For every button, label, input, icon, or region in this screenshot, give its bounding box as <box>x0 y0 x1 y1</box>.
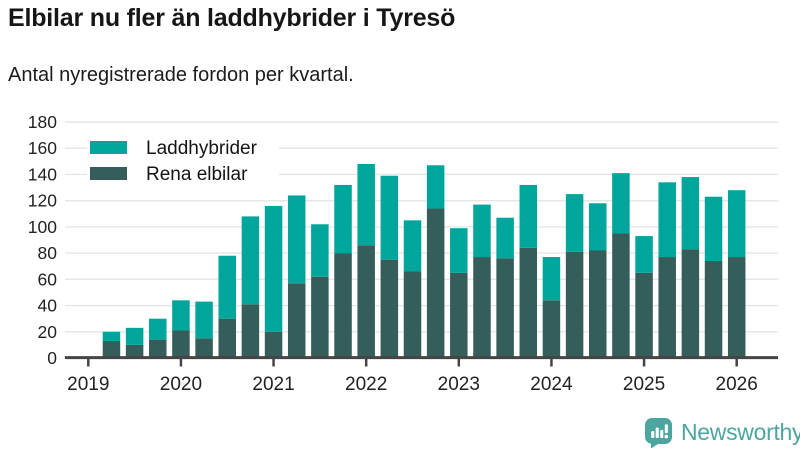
bar-2021q4-laddhybrider <box>334 184 352 254</box>
bar-2023q3-rena-elbilar <box>496 258 514 358</box>
bar-2022q4-laddhybrider <box>426 165 445 209</box>
bar-2021q1-laddhybrider <box>264 205 283 332</box>
x-axis-label-2025: 2025 <box>623 374 665 395</box>
bar-2025q2-rena-elbilar <box>658 257 676 358</box>
bar-2021q3-laddhybrider <box>311 224 329 277</box>
y-axis-label-120: 120 <box>28 191 57 211</box>
bar-2022q3-laddhybrider <box>403 220 422 272</box>
bar-2022q1-rena-elbilar <box>357 245 375 358</box>
y-axis-label-40: 40 <box>38 296 58 316</box>
bar-2023q4-rena-elbilar <box>519 247 538 358</box>
bar-2021q4-rena-elbilar <box>334 253 352 358</box>
bar-2024q4-laddhybrider <box>612 173 630 234</box>
bar-2025q1-rena-elbilar <box>635 272 653 358</box>
bar-2023q4-laddhybrider <box>519 184 538 248</box>
bar-2022q2-rena-elbilar <box>380 259 399 358</box>
y-axis-label-0: 0 <box>47 348 57 368</box>
bar-2020q2-laddhybrider <box>195 301 213 339</box>
legend-label-laddhybrider: Laddhybrider <box>146 138 258 159</box>
x-axis-label-2022: 2022 <box>345 374 387 395</box>
bar-2021q2-laddhybrider <box>287 195 306 284</box>
y-axis-label-60: 60 <box>38 269 58 289</box>
bar-2024q2-laddhybrider <box>565 194 584 252</box>
newsworthy-chart-bubble-icon <box>645 417 672 448</box>
bar-2024q4-rena-elbilar <box>612 233 630 358</box>
page-title: Elbilar nu fler än laddhybrider i Tyresö <box>8 4 456 32</box>
bar-2021q2-rena-elbilar <box>287 283 306 358</box>
bar-2024q3-rena-elbilar <box>589 250 607 358</box>
x-axis-label-2019: 2019 <box>67 374 109 395</box>
bar-2024q1-laddhybrider <box>542 257 561 301</box>
y-axis-label-140: 140 <box>28 164 57 184</box>
bar-2022q1-laddhybrider <box>357 163 375 246</box>
x-axis-label-2023: 2023 <box>438 374 480 395</box>
bar-2025q3-rena-elbilar <box>681 249 700 358</box>
bar-2021q1-rena-elbilar <box>264 331 283 358</box>
bar-2020q1-rena-elbilar <box>172 330 190 358</box>
bar-2019q4-laddhybrider <box>149 318 167 340</box>
chart-subtitle: Antal nyregistrerade fordon per kvartal. <box>8 64 354 86</box>
bar-2023q2-laddhybrider <box>473 204 491 258</box>
bar-2019q2-laddhybrider <box>102 331 121 341</box>
bar-2020q4-laddhybrider <box>241 216 260 305</box>
y-axis-label-100: 100 <box>28 217 57 237</box>
x-axis-label-2020: 2020 <box>160 374 202 395</box>
bar-2022q2-laddhybrider <box>380 175 399 260</box>
bar-2025q3-laddhybrider <box>681 177 700 250</box>
x-axis-label-2021: 2021 <box>252 374 294 395</box>
bar-2023q3-laddhybrider <box>496 217 514 259</box>
bar-2019q2-rena-elbilar <box>102 340 121 358</box>
bar-2020q1-laddhybrider <box>172 300 190 331</box>
bar-2020q3-rena-elbilar <box>218 318 236 358</box>
bar-2020q4-rena-elbilar <box>241 304 260 358</box>
x-axis-label-2026: 2026 <box>716 374 758 395</box>
bar-2026q1-laddhybrider <box>727 190 746 258</box>
bar-2025q2-laddhybrider <box>658 182 676 258</box>
bar-2024q2-rena-elbilar <box>565 251 584 358</box>
bar-2023q2-rena-elbilar <box>473 257 491 358</box>
bar-2023q1-laddhybrider <box>450 228 468 273</box>
bar-2025q4-laddhybrider <box>704 196 723 261</box>
bar-2026q1-rena-elbilar <box>727 257 746 358</box>
legend-swatch-rena-elbilar <box>90 167 127 180</box>
bar-2024q1-rena-elbilar <box>542 300 561 358</box>
y-axis-label-20: 20 <box>38 322 58 342</box>
bar-2020q3-laddhybrider <box>218 255 236 319</box>
bar-2019q3-laddhybrider <box>125 327 144 345</box>
bar-2019q3-rena-elbilar <box>125 344 144 358</box>
bar-2024q3-laddhybrider <box>589 203 607 251</box>
bar-2021q3-rena-elbilar <box>311 276 329 358</box>
bar-2020q2-rena-elbilar <box>195 338 213 358</box>
y-axis-label-180: 180 <box>28 112 57 132</box>
bar-2022q4-rena-elbilar <box>426 208 445 358</box>
bar-2025q4-rena-elbilar <box>704 260 723 358</box>
legend-label-rena-elbilar: Rena elbilar <box>146 164 248 185</box>
bar-2025q1-laddhybrider <box>635 236 653 273</box>
y-axis-label-80: 80 <box>38 243 58 263</box>
bar-2019q4-rena-elbilar <box>149 339 167 358</box>
y-axis-label-160: 160 <box>28 138 57 158</box>
bar-2022q3-rena-elbilar <box>403 271 422 358</box>
legend-swatch-laddhybrider <box>90 141 127 154</box>
brand-name: Newsworthy <box>681 418 800 445</box>
x-axis-label-2024: 2024 <box>530 374 573 395</box>
newsworthy-logo[interactable]: Newsworthy <box>644 416 800 448</box>
bar-2023q1-rena-elbilar <box>450 272 468 358</box>
